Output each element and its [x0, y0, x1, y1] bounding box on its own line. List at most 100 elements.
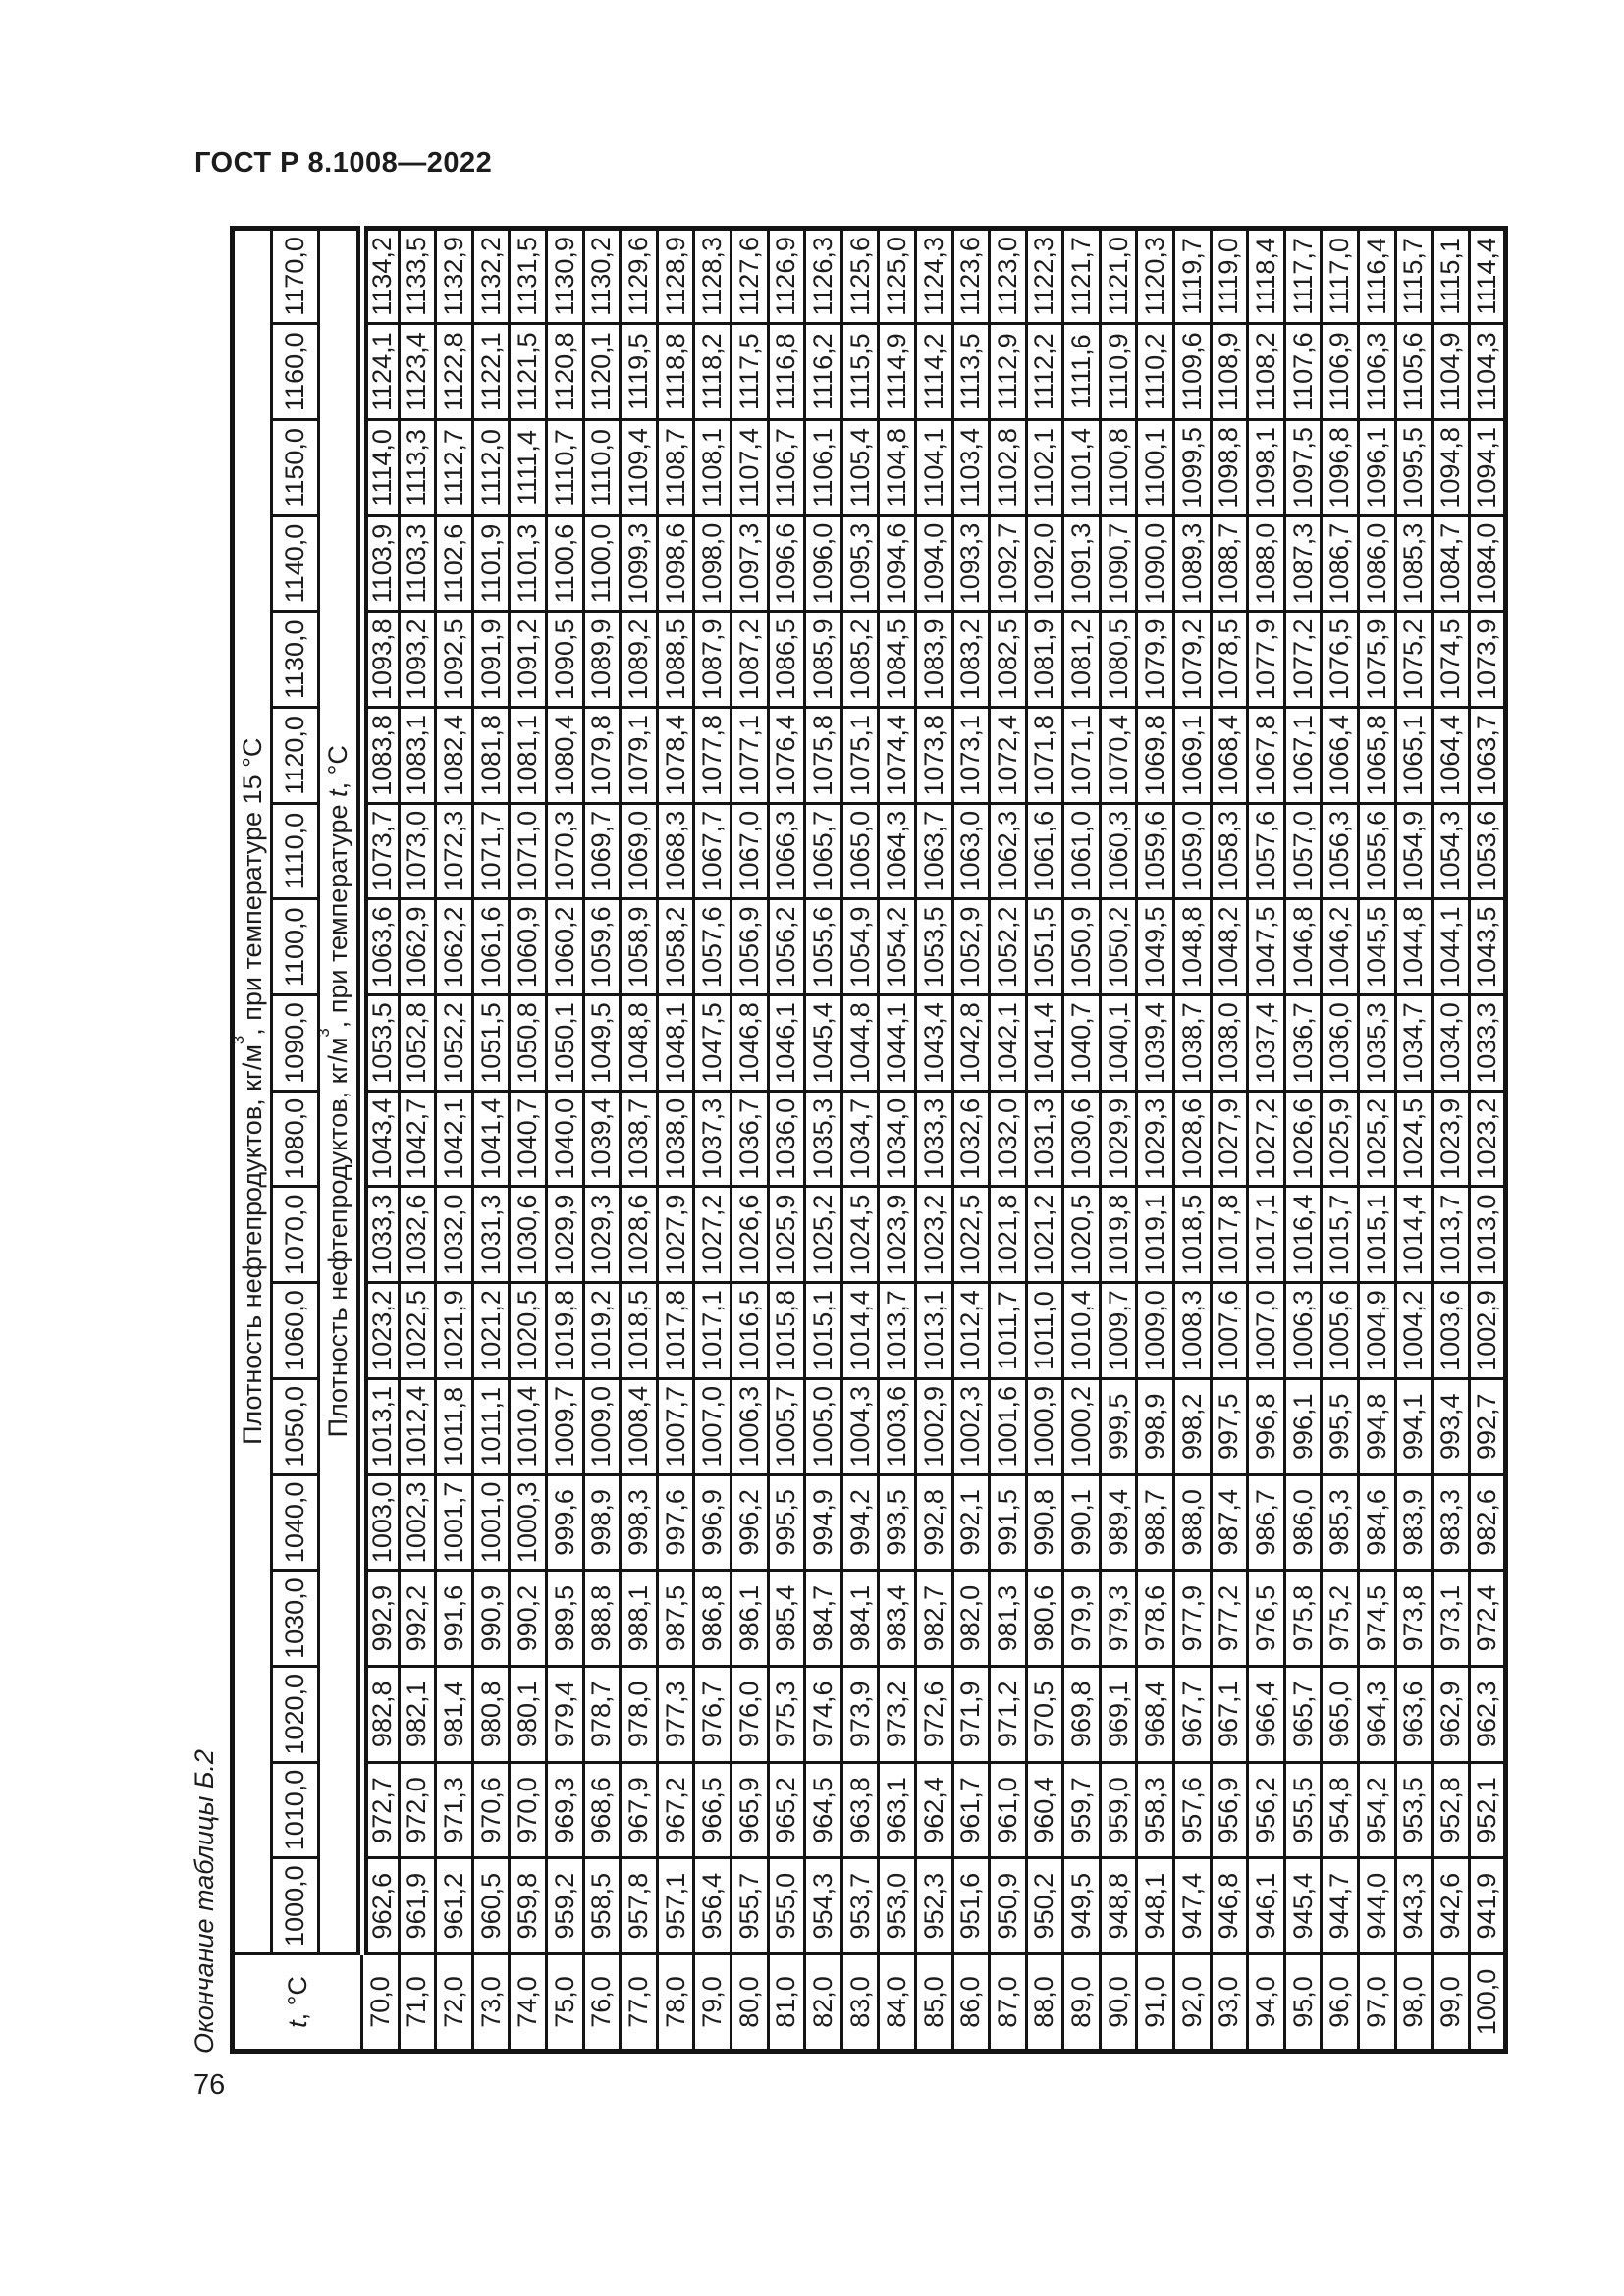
- density-value-cell: 1053,6: [1469, 803, 1506, 899]
- density-value-cell: 1066,3: [768, 803, 805, 899]
- density-value-cell: 1079,2: [1173, 611, 1212, 708]
- density-value-cell: 1080,4: [546, 707, 584, 804]
- density-value-cell: 946,1: [1247, 1857, 1285, 1954]
- density-value-cell: 996,2: [731, 1474, 769, 1571]
- density-value-cell: 1014,4: [1395, 1187, 1433, 1283]
- density-value-cell: 1057,6: [693, 898, 731, 995]
- density-value-cell: 1096,0: [804, 515, 842, 612]
- density-value-cell: 1010,4: [509, 1378, 547, 1475]
- density-value-cell: 959,2: [546, 1857, 584, 1954]
- table-row-t-81,0: 81,0 955,0 965,2 975,3 985,4 995,5 1005,7 1015,…: [768, 228, 805, 2052]
- density-value-cell: 1033,3: [1469, 994, 1506, 1092]
- density-value-cell: 1050,2: [1100, 898, 1137, 995]
- density-value-cell: 941,9: [1469, 1857, 1506, 1954]
- density-value-cell: 1000,3: [509, 1474, 547, 1571]
- density-value-cell: 1083,2: [952, 611, 990, 708]
- density-value-cell: 1102,6: [435, 515, 473, 612]
- density-value-cell: 942,6: [1432, 1857, 1470, 1954]
- density-value-cell: 1119,7: [1173, 228, 1212, 324]
- density-value-cell: 996,1: [1284, 1378, 1322, 1475]
- density-value-cell: 1035,3: [804, 1091, 842, 1187]
- density-value-cell: 1056,2: [768, 898, 805, 995]
- density-value-cell: 1108,2: [1247, 323, 1285, 420]
- density-value-cell: 1084,5: [878, 611, 916, 708]
- density-value-cell: 1047,5: [693, 994, 731, 1092]
- temperature-cell: 79,0: [693, 1953, 731, 2052]
- density-value-cell: 1106,3: [1358, 323, 1396, 420]
- density-value-cell: 1025,9: [1321, 1091, 1359, 1187]
- density-value-cell: 1093,2: [399, 611, 436, 708]
- density-value-cell: 1085,2: [841, 611, 879, 708]
- density-value-cell: 973,2: [878, 1666, 916, 1763]
- density-value-cell: 1065,0: [841, 803, 879, 899]
- density-value-cell: 973,8: [1395, 1570, 1433, 1667]
- density-value-cell: 1089,2: [620, 611, 658, 708]
- density-value-cell: 1122,1: [472, 323, 510, 420]
- density-value-cell: 1042,8: [952, 994, 990, 1092]
- density-value-cell: 969,3: [546, 1762, 584, 1858]
- density-value-cell: 1116,8: [768, 323, 805, 420]
- density-value-cell: 1079,1: [620, 707, 658, 804]
- density-value-cell: 1082,4: [435, 707, 473, 804]
- density-value-cell: 1060,2: [546, 898, 584, 995]
- temperature-cell: 91,0: [1136, 1953, 1174, 2052]
- density-value-cell: 975,2: [1321, 1570, 1359, 1667]
- density-value-cell: 1003,0: [361, 1474, 400, 1571]
- density-value-cell: 967,1: [1211, 1666, 1248, 1763]
- density-value-cell: 1017,8: [657, 1282, 694, 1379]
- density-value-cell: 1092,7: [989, 515, 1027, 612]
- density-value-cell: 1114,4: [1469, 228, 1506, 324]
- density-value-cell: 995,5: [1321, 1378, 1359, 1475]
- density-value-cell: 1110,9: [1100, 323, 1137, 420]
- density-value-cell: 1124,1: [361, 323, 400, 420]
- density-value-cell: 1021,2: [472, 1282, 510, 1379]
- density-value-cell: 1123,0: [989, 228, 1027, 324]
- density-value-cell: 1115,7: [1395, 228, 1433, 324]
- density-value-cell: 1046,1: [768, 994, 805, 1092]
- density-value-cell: 1121,7: [1062, 228, 1101, 324]
- density-value-cell: 1043,5: [1469, 898, 1506, 995]
- density-value-cell: 965,9: [731, 1762, 769, 1858]
- density-value-cell: 1055,6: [804, 898, 842, 995]
- density-value-cell: 1048,8: [620, 994, 658, 1092]
- density-value-cell: 969,1: [1100, 1666, 1137, 1763]
- table-row-t-85,0: 85,0 952,3 962,4 972,6 982,7 992,8 1002,9 1013,…: [915, 228, 952, 2052]
- density-value-cell: 963,6: [1395, 1666, 1433, 1763]
- density-value-cell: 960,5: [472, 1857, 510, 1954]
- table-row-t-99,0: 99,0 942,6 952,8 962,9 973,1 983,3 993,4 1003,6…: [1432, 228, 1470, 2052]
- density-value-cell: 1069,0: [620, 803, 658, 899]
- density-value-cell: 1063,6: [361, 898, 400, 995]
- density-value-cell: 1100,6: [546, 515, 584, 612]
- density-value-cell: 982,1: [399, 1666, 436, 1763]
- density-value-cell: 1056,3: [1321, 803, 1359, 899]
- temperature-cell: 70,0: [361, 1953, 400, 2052]
- density-value-cell: 1085,9: [804, 611, 842, 708]
- density-value-cell: 957,8: [620, 1857, 658, 1954]
- density-value-cell: 1002,9: [915, 1378, 952, 1475]
- density-value-cell: 1120,3: [1136, 228, 1174, 324]
- density-value-cell: 948,8: [1100, 1857, 1137, 1954]
- density-value-cell: 1042,1: [435, 1091, 473, 1187]
- table-row-t-83,0: 83,0 953,7 963,8 973,9 984,1 994,2 1004,3 1014,…: [841, 228, 879, 2052]
- density-value-cell: 1049,5: [1136, 898, 1174, 995]
- density-value-cell: 1106,7: [768, 419, 805, 516]
- density-value-cell: 1059,6: [1136, 803, 1174, 899]
- density-value-cell: 1041,4: [472, 1091, 510, 1187]
- density-value-cell: 1037,4: [1247, 994, 1285, 1092]
- density-value-cell: 1078,4: [657, 707, 694, 804]
- density-value-cell: 1091,3: [1062, 515, 1101, 612]
- density-value-cell: 1122,3: [1026, 228, 1063, 324]
- density-value-cell: 1113,5: [952, 323, 990, 420]
- density-value-cell: 1041,4: [1026, 994, 1063, 1092]
- density-value-cell: 1002,3: [399, 1474, 436, 1571]
- density-value-cell: 1008,3: [1173, 1282, 1212, 1379]
- density-value-cell: 965,0: [1321, 1666, 1359, 1763]
- density-value-cell: 967,2: [657, 1762, 694, 1858]
- density-value-cell: 1096,1: [1358, 419, 1396, 516]
- density-value-cell: 1127,6: [731, 228, 769, 324]
- density-value-cell: 997,5: [1211, 1378, 1248, 1475]
- density-value-cell: 1015,1: [804, 1282, 842, 1379]
- density-value-cell: 1021,9: [435, 1282, 473, 1379]
- density-value-cell: 1060,9: [509, 898, 547, 995]
- density-value-cell: 972,6: [915, 1666, 952, 1763]
